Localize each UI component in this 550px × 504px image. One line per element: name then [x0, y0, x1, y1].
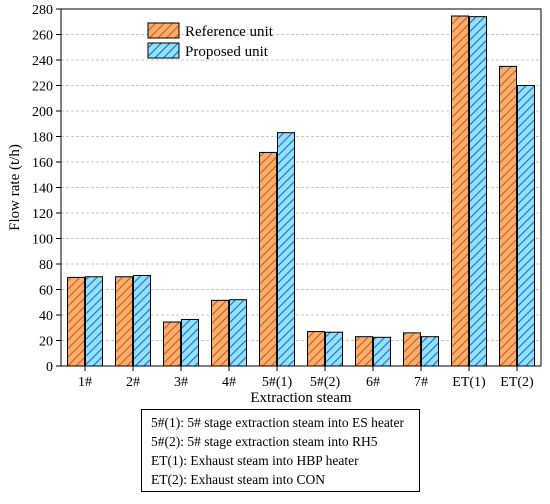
- y-tick-label: 240: [32, 54, 53, 69]
- x-tick-label: 2#: [126, 375, 140, 390]
- x-tick-label: 3#: [174, 375, 188, 390]
- y-axis-label: Flow rate (t/h): [7, 144, 23, 231]
- legend-label-reference: Reference unit: [185, 24, 274, 40]
- y-axis-ticks: 0 20 40 60 80 100 120 140 160 180 200 220 240 260 280: [32, 3, 61, 375]
- y-tick-label: 60: [39, 284, 53, 299]
- note-line: 5#(2): 5# stage extraction steam into RH…: [151, 434, 378, 449]
- y-tick-label: 180: [32, 131, 53, 146]
- legend-label-proposed: Proposed unit: [185, 44, 269, 60]
- note-line: ET(2): Exhaust steam into CON: [151, 472, 325, 487]
- x-tick-label: 5#(2): [310, 375, 341, 390]
- bar-proposed: [469, 16, 487, 367]
- y-tick-label: 280: [32, 3, 53, 18]
- y-tick-label: 200: [32, 105, 53, 120]
- bar-proposed: [277, 132, 295, 367]
- bar-reference: [67, 276, 85, 367]
- legend: Reference unit Proposed unit: [147, 22, 274, 60]
- y-tick-label: 40: [39, 309, 53, 324]
- bar-proposed: [229, 299, 247, 367]
- bar-reference: [259, 151, 277, 367]
- bar-reference: [451, 15, 469, 367]
- y-tick-label: 120: [32, 207, 53, 222]
- bar-reference: [403, 332, 421, 367]
- y-tick-label: 220: [32, 80, 53, 95]
- note-line: ET(1): Exhaust steam into HBP heater: [151, 453, 359, 468]
- y-tick-label: 140: [32, 182, 53, 197]
- bar-proposed: [133, 274, 151, 367]
- x-tick-label: ET(2): [500, 375, 534, 390]
- x-tick-label: 7#: [414, 375, 428, 390]
- y-tick-label: 20: [39, 335, 53, 350]
- x-tick-label: 6#: [366, 375, 380, 390]
- bar-proposed: [85, 276, 103, 367]
- y-tick-label: 0: [46, 360, 53, 375]
- x-axis-ticks: 1# 2# 3# 4# 5#(1) 5#(2) 6# 7# ET(1) ET(2): [78, 366, 534, 390]
- bar-proposed: [517, 85, 535, 367]
- x-tick-label: 1#: [78, 375, 92, 390]
- legend-swatch-proposed: [147, 42, 180, 59]
- bar-proposed: [373, 336, 391, 367]
- bar-reference: [499, 65, 517, 367]
- note-line: 5#(1): 5# stage extraction steam into ES…: [151, 415, 405, 430]
- x-axis-label: Extraction steam: [250, 390, 352, 405]
- bar-reference: [115, 276, 133, 367]
- x-tick-label: 4#: [222, 375, 236, 390]
- y-tick-label: 160: [32, 156, 53, 171]
- bar-proposed: [181, 318, 199, 367]
- abbreviation-notes: 5#(1): 5# stage extraction steam into ES…: [141, 409, 420, 492]
- bar-proposed: [421, 336, 439, 367]
- bar-reference: [355, 336, 373, 367]
- bar-reference: [211, 299, 229, 367]
- y-tick-label: 100: [32, 233, 53, 248]
- y-tick-label: 260: [32, 29, 53, 44]
- bar-reference: [163, 321, 181, 367]
- x-tick-label: ET(1): [452, 375, 486, 390]
- bar-reference: [307, 331, 325, 367]
- legend-swatch-reference: [147, 22, 180, 39]
- x-tick-label: 5#(1): [262, 375, 293, 390]
- y-tick-label: 80: [39, 258, 53, 273]
- bar-chart: 020406080100120140160180200220240260280 …: [7, 3, 542, 405]
- bar-proposed: [325, 331, 343, 367]
- bars: [67, 15, 535, 367]
